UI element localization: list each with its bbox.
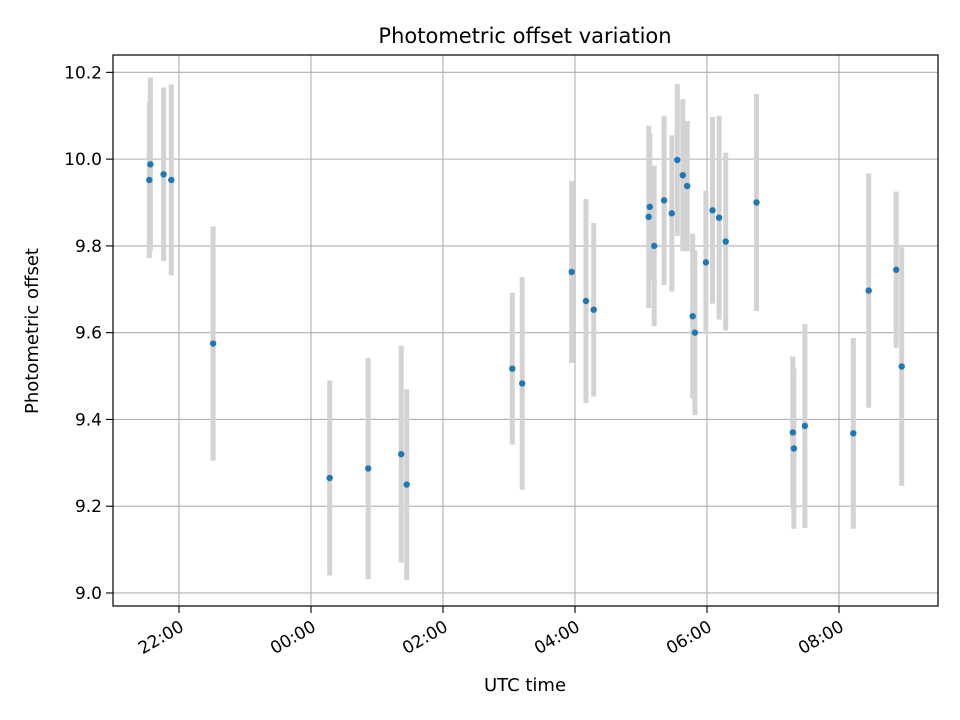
data-point [209, 340, 217, 347]
data-point [801, 422, 809, 430]
data-point [660, 197, 668, 204]
data-point [645, 213, 652, 221]
data-point [715, 214, 723, 221]
data-point [646, 203, 653, 211]
data-point [865, 287, 872, 294]
y-axis-label: Photometric offset [22, 248, 43, 414]
data-point [582, 297, 590, 305]
data-point [722, 238, 729, 245]
data-point [893, 266, 900, 273]
data-point [850, 430, 857, 437]
y-tick-label: 9.6 [75, 324, 102, 344]
y-axis-ticks: 9.0 9.2 9.4 9.6 9.8 10.0 10.2 [64, 63, 113, 604]
data-point [568, 268, 575, 276]
data-point [679, 171, 686, 179]
data-point [403, 481, 410, 488]
plot-frame [112, 54, 939, 607]
y-tick-label: 9.8 [75, 237, 102, 257]
chart-title: Photometric offset variation [378, 24, 671, 48]
data-point [790, 445, 798, 452]
data-point [753, 199, 760, 206]
data-point [398, 450, 405, 458]
x-axis-label: UTC time [484, 675, 566, 696]
data-point [898, 363, 905, 370]
data-point [674, 156, 681, 164]
data-point [668, 210, 675, 217]
y-tick-label: 10.0 [64, 150, 102, 170]
data-point [590, 306, 597, 313]
data-point [519, 380, 526, 387]
y-tick-label: 9.2 [75, 497, 102, 517]
data-point [691, 329, 699, 336]
data-point [509, 365, 516, 372]
y-tick-label: 9.4 [75, 410, 102, 430]
data-point [651, 242, 658, 250]
data-point [168, 176, 175, 184]
data-point [326, 474, 333, 482]
data-point [147, 161, 154, 168]
data-point [709, 207, 716, 214]
data-point [160, 171, 167, 178]
y-tick-label: 10.2 [64, 63, 102, 83]
data-point [365, 465, 372, 472]
y-tick-label: 9.0 [75, 584, 102, 604]
data-point [702, 259, 710, 266]
data-point [684, 182, 691, 190]
data-point [689, 312, 696, 320]
data-point [789, 429, 796, 436]
data-point [146, 176, 153, 184]
data-points [146, 156, 905, 488]
